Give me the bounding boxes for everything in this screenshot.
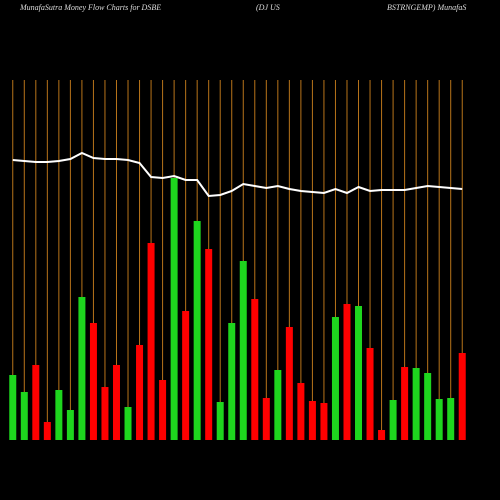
- bar: [32, 365, 40, 440]
- bar: [136, 345, 144, 440]
- bar: [274, 370, 282, 440]
- bar: [170, 178, 178, 440]
- chart-title: MunafaSutra Money Flow Charts for DSBE: [19, 3, 161, 12]
- bar: [124, 407, 132, 440]
- bar: [320, 403, 328, 440]
- chart-subtitle: BSTRNGEMP) MunafaS: [387, 3, 466, 12]
- bar: [412, 368, 420, 440]
- bar: [101, 387, 109, 440]
- bar: [20, 392, 28, 440]
- chart-subtitle: (DJ US: [256, 3, 280, 12]
- bar: [308, 401, 316, 440]
- bar: [147, 243, 155, 440]
- bar: [343, 304, 351, 440]
- bar: [355, 306, 363, 440]
- bar: [331, 317, 339, 440]
- bar: [228, 323, 236, 440]
- bar: [285, 327, 293, 440]
- money-flow-line: [12, 151, 463, 198]
- bar: [205, 249, 213, 440]
- bar: [366, 348, 374, 440]
- bar: [112, 365, 120, 440]
- bar: [389, 400, 397, 440]
- bar: [159, 380, 167, 440]
- bar: [251, 299, 259, 440]
- bar: [401, 367, 409, 440]
- bar: [78, 297, 86, 440]
- bar: [9, 375, 17, 440]
- bar: [216, 402, 224, 440]
- bar: [55, 390, 63, 440]
- bar: [378, 430, 386, 440]
- bar: [435, 399, 443, 440]
- bar: [193, 221, 201, 440]
- bar: [239, 261, 247, 440]
- bar: [66, 410, 74, 440]
- bar: [89, 323, 97, 440]
- bar: [182, 311, 190, 440]
- bar: [43, 422, 51, 440]
- bar: [447, 398, 455, 440]
- bar: [262, 398, 270, 440]
- bar: [424, 373, 432, 440]
- bar: [458, 353, 466, 440]
- bar: [297, 383, 305, 440]
